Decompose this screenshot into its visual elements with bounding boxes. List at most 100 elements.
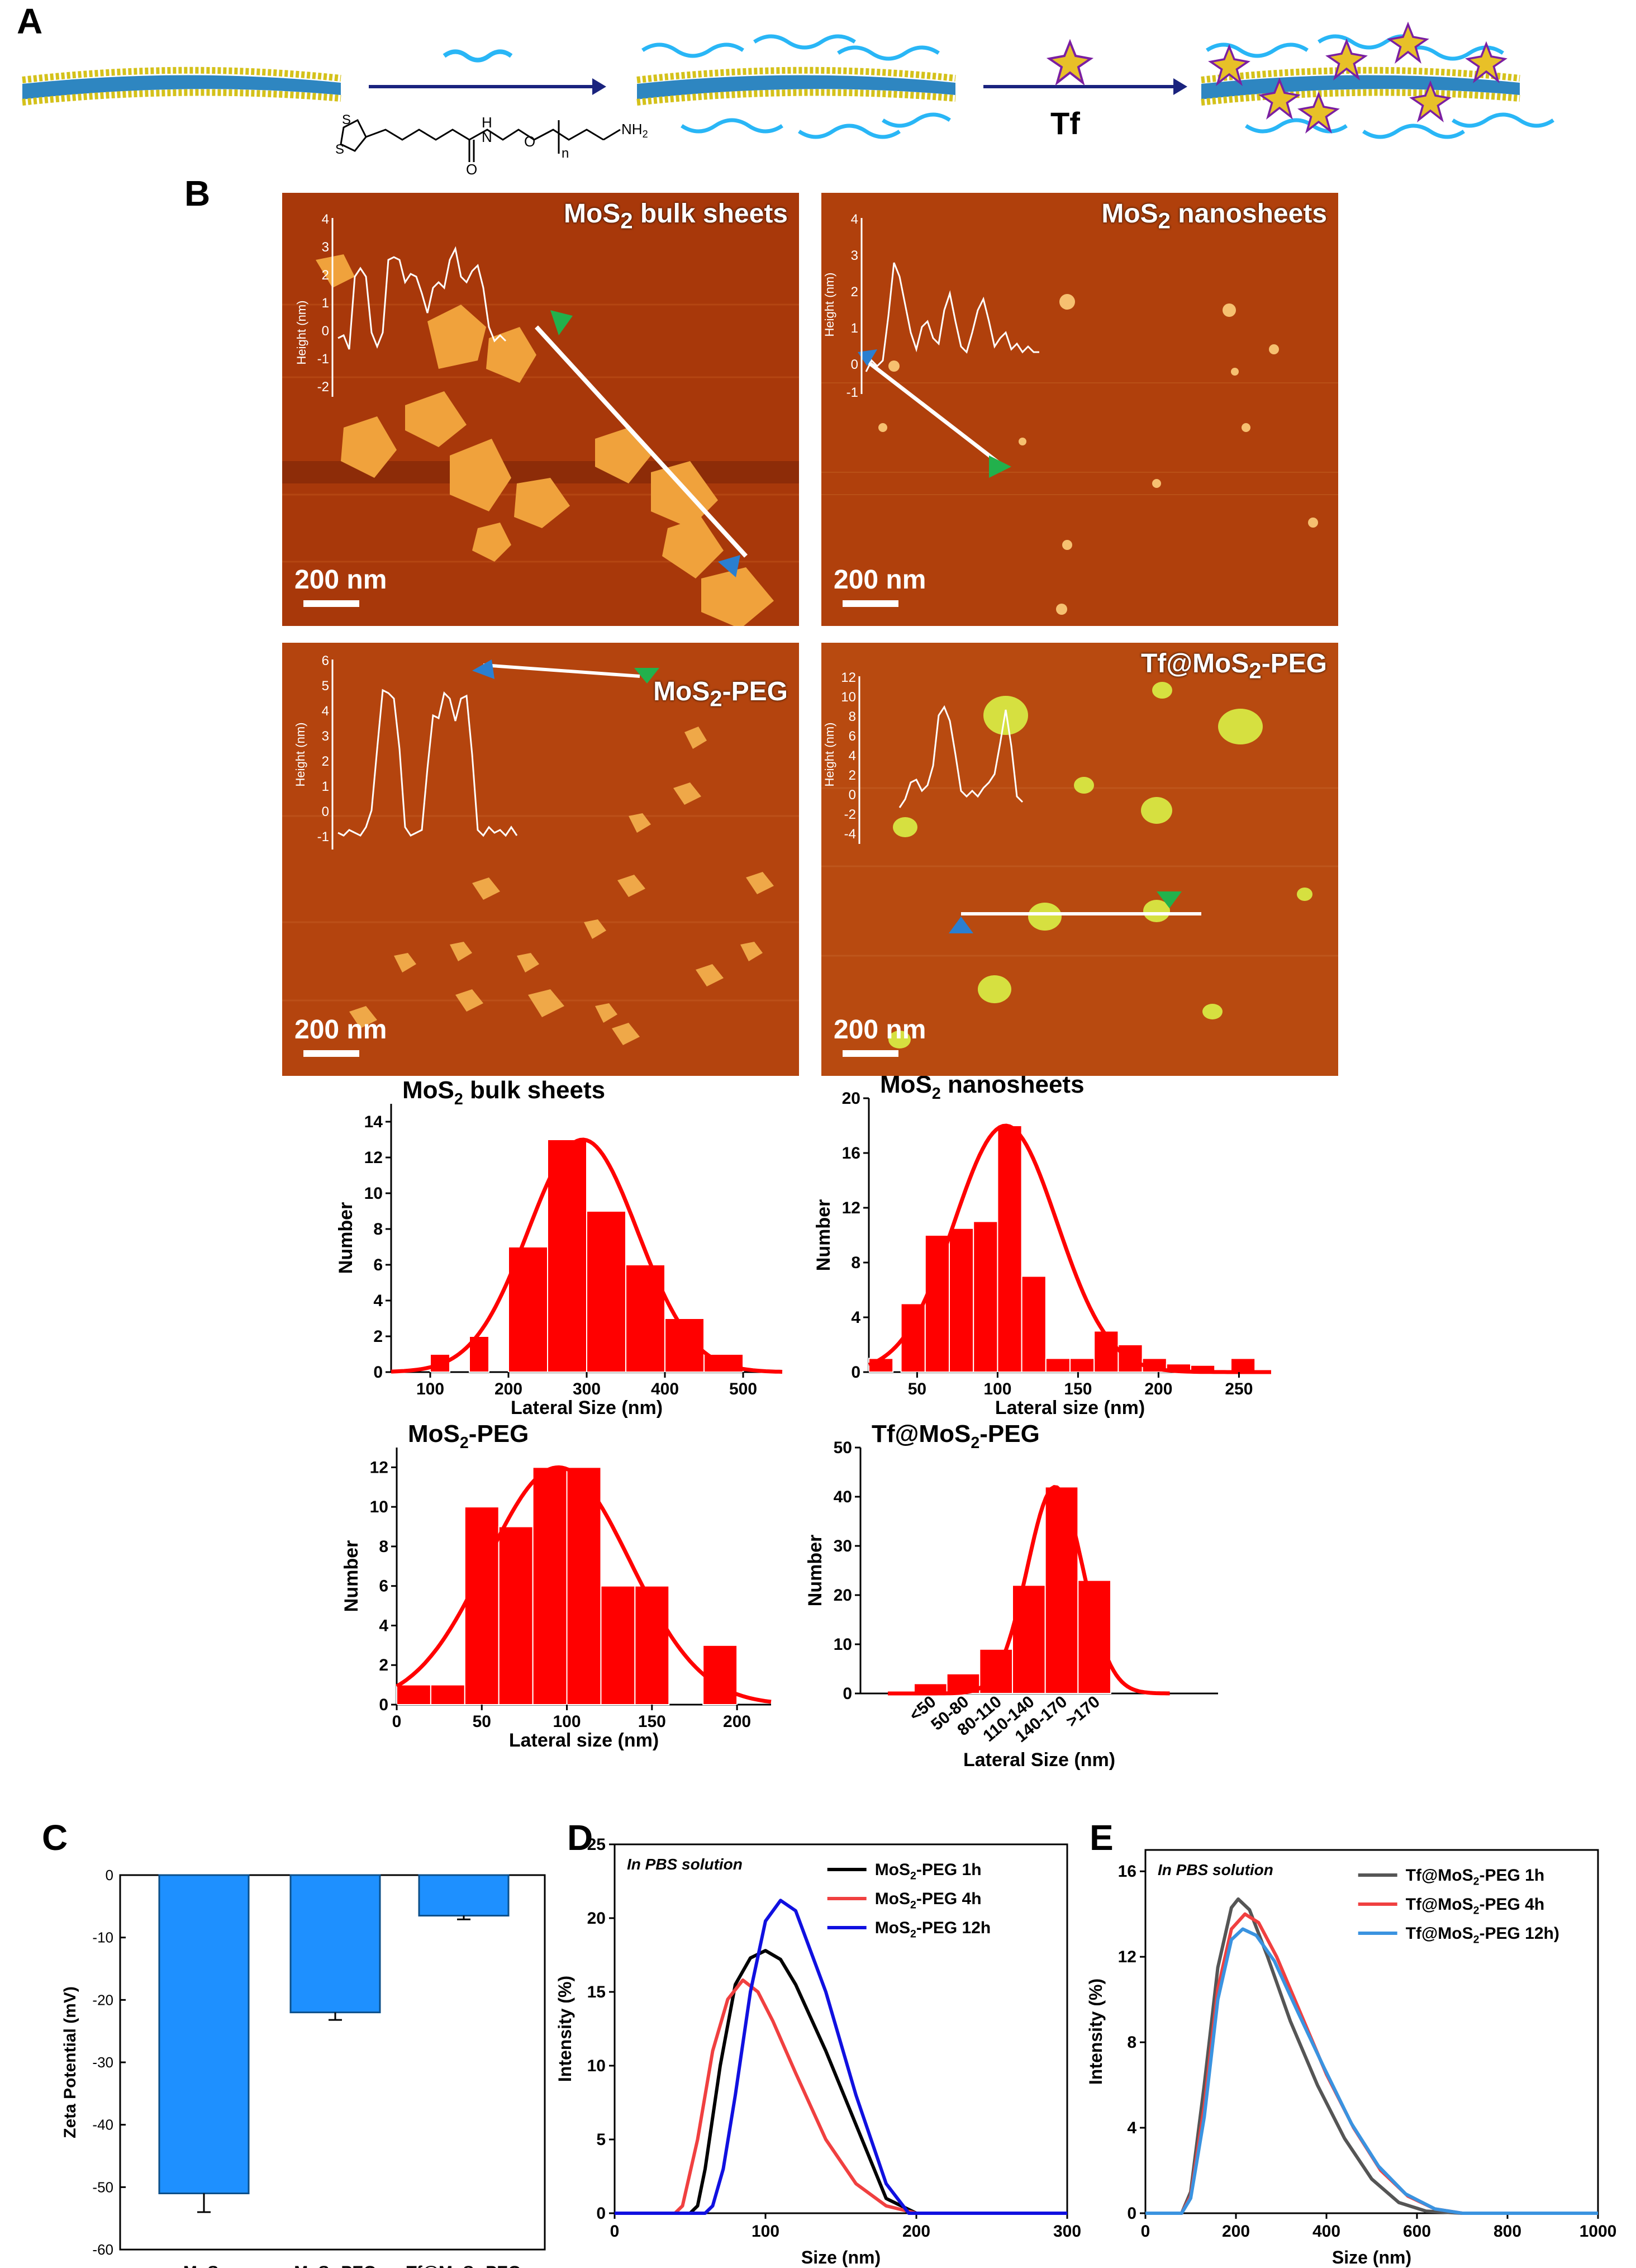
afm-peg-height-label: Height (nm) [293, 723, 307, 787]
afm-nano-title: MoS2 nanosheets [1101, 199, 1327, 234]
hist-peg-x-tick-label: 100 [553, 1712, 581, 1731]
afm-peg-tick-6: 0 [322, 804, 329, 819]
afm-bulk-image: 4 3 2 1 0 -1 -2 Height (nm) [282, 193, 799, 626]
dls-d-y-tick-label: 20 [587, 1909, 606, 1928]
hist-peg-title: MoS2-PEG [408, 1420, 529, 1452]
hist-bulk-x-tick-label: 100 [416, 1380, 444, 1398]
dls-e-annotation: In PBS solution [1158, 1861, 1273, 1878]
hist-bulk-fit-curve [391, 1137, 783, 1374]
afm-peg-blue-marker [472, 659, 494, 679]
arrow-2-head [1173, 78, 1187, 95]
zeta-y-tick-label: -50 [92, 2179, 113, 2195]
hist-bulk-y-label: Number [335, 1202, 356, 1274]
hist-nano-bar [1069, 1358, 1095, 1373]
afm-peg-tick-1: 5 [322, 678, 329, 694]
afm-nano-tick-5: -1 [846, 385, 858, 400]
dls-e-y-tick-label: 16 [1118, 1862, 1136, 1881]
afm-nano-image: 4 3 2 1 0 -1 Height (nm) [821, 193, 1338, 626]
hist-peg-x-tick-label: 150 [638, 1712, 666, 1731]
afm-nano-tick-0: 4 [851, 212, 858, 227]
dls-d-y-tick-label: 25 [587, 1835, 606, 1854]
dls-e-series-line [1145, 1897, 1598, 2215]
hist-tf-fit-curve [888, 1484, 1170, 1696]
dls-d-x-tick-label: 0 [610, 2222, 620, 2241]
hist-tf-y-label: Number [805, 1535, 826, 1606]
afm-images: 4 3 2 1 0 -1 -2 Height (nm) MoS2 bulk sh… [282, 193, 1344, 1079]
dls-e-x-tick-label: 400 [1312, 2222, 1340, 2241]
chem-o2: O [524, 133, 535, 150]
hist-nano-y-tick-label: 16 [842, 1144, 860, 1163]
afm-nano-green-marker [989, 456, 1011, 478]
hist-bulk-y-tick-label: 6 [373, 1256, 383, 1274]
zeta-y-tick-label: 0 [106, 1867, 113, 1883]
dls-e-y-tick-label: 4 [1127, 2119, 1136, 2137]
hist-nano-y-tick-label: 0 [851, 1363, 860, 1382]
chem-n: n [562, 146, 569, 161]
zeta-x-tick-label: Tf@MoS2-PEG [406, 2263, 521, 2268]
dls-d-y-tick-label: 5 [596, 2131, 606, 2149]
hist-nano-bar [949, 1227, 974, 1373]
afm-bulk-tick-2: 2 [322, 268, 329, 283]
afm-bulk-green-marker [550, 310, 573, 335]
afm-tf-image: 12 10 8 6 4 2 0 -2 -4 Height (nm) [821, 643, 1338, 1076]
afm-peg-scale-label: 200 nm [294, 1015, 387, 1045]
hist-tf-x-tick-label: >170 [1063, 1692, 1104, 1731]
afm-bulk-tick-3: 1 [322, 296, 329, 311]
panel-label-c: C [42, 1818, 68, 1858]
panel-label-d: D [567, 1818, 593, 1858]
afm-bulk-tick-5: -1 [317, 352, 329, 367]
afm-nano-scale-bar [843, 600, 898, 607]
afm-nano-tick-3: 1 [851, 321, 858, 336]
hist-bulk-y-tick-label: 10 [364, 1184, 383, 1203]
zeta-potential-chart: 0 -10 -20 -30 -40 -50 -60 MoS2 MoS2-PEG Tf@MoS2-P… [61, 1867, 546, 2268]
dls-chart-mos2-peg: 0 100 200 300 0 5 10 15 20 25 MoS2-PEG 1h MoS2-PEG … [555, 1835, 1081, 2267]
afm-peg-tick-5: 1 [322, 779, 329, 794]
afm-bulk-tick-6: -2 [317, 379, 329, 395]
hist-peg-bar [430, 1684, 465, 1706]
afm-bulk-sheets: 4 3 2 1 0 -1 -2 Height (nm) MoS2 bulk sh… [282, 193, 799, 626]
dls-e-y-tick-label: 12 [1118, 1948, 1136, 1966]
hist-tf-y-tick-label: 10 [834, 1635, 852, 1654]
hist-nano-y-tick-label: 20 [842, 1089, 860, 1108]
hist-bulk-x-tick-label: 400 [651, 1380, 679, 1398]
histogram-tf-mos2-peg: <5050-8080-110110-140140-170>17001020304… [805, 1420, 1218, 1771]
zeta-x-tick-label: MoS2-PEG [294, 2263, 377, 2268]
hist-tf-title: Tf@MoS2-PEG [872, 1420, 1040, 1452]
afm-bulk-blue-marker [718, 555, 740, 577]
zeta-x-tick-label: MoS2 [183, 2263, 225, 2268]
zeta-y-tick-label: -60 [92, 2241, 113, 2258]
histogram-bulk-sheets: 100 200 300 400 500 0 2 4 6 8 10 12 14 Lateral Size (… [335, 1076, 783, 1418]
zeta-y-tick-label: -40 [92, 2117, 113, 2133]
transferrin-star-icon [1046, 39, 1094, 86]
chem-s2: S [335, 142, 344, 157]
dls-d-legend-label: MoS2-PEG 1h [875, 1861, 982, 1882]
hist-peg-y-tick-label: 0 [379, 1696, 388, 1714]
afm-bulk-scale-bar [303, 600, 359, 607]
afm-tf-tick-6: 0 [849, 787, 856, 803]
afm-bulk-tick-1: 3 [322, 240, 329, 255]
chem-s1: S [342, 112, 351, 127]
dls-e-legend-label: Tf@MoS2-PEG 12h) [1406, 1924, 1559, 1946]
zeta-y-tick-label: -30 [92, 2054, 113, 2071]
afm-tf-title: Tf@MoS2-PEG [1140, 649, 1327, 684]
hist-tf-y-tick-label: 30 [834, 1537, 852, 1555]
zeta-bar [418, 1874, 510, 1917]
hist-bulk-x-tick-label: 200 [494, 1380, 522, 1398]
hist-bulk-y-tick-label: 12 [364, 1149, 383, 1167]
hist-nano-bar [1045, 1358, 1071, 1373]
hist-nano-x-label: Lateral size (nm) [995, 1397, 1145, 1418]
dls-d-legend-label: MoS2-PEG 4h [875, 1890, 982, 1911]
hist-tf-y-tick-label: 0 [843, 1685, 852, 1703]
afm-nano-profile-line [864, 359, 1002, 466]
hist-bulk-bar [547, 1139, 587, 1373]
hist-nano-bar [973, 1221, 998, 1373]
dls-e-x-tick-label: 0 [1141, 2222, 1150, 2241]
hist-peg-x-tick-label: 200 [723, 1712, 751, 1731]
hist-peg-bar [566, 1467, 602, 1705]
hist-peg-y-tick-label: 10 [370, 1498, 388, 1516]
dls-e-legend-label: Tf@MoS2-PEG 1h [1406, 1866, 1544, 1888]
hist-nano-x-tick-label: 150 [1064, 1380, 1092, 1398]
hist-bulk-y-tick-label: 2 [373, 1327, 383, 1346]
synthesis-scheme: S S O H N O n NH2 Tf [22, 21, 1554, 178]
hist-bulk-x-tick-label: 300 [573, 1380, 601, 1398]
